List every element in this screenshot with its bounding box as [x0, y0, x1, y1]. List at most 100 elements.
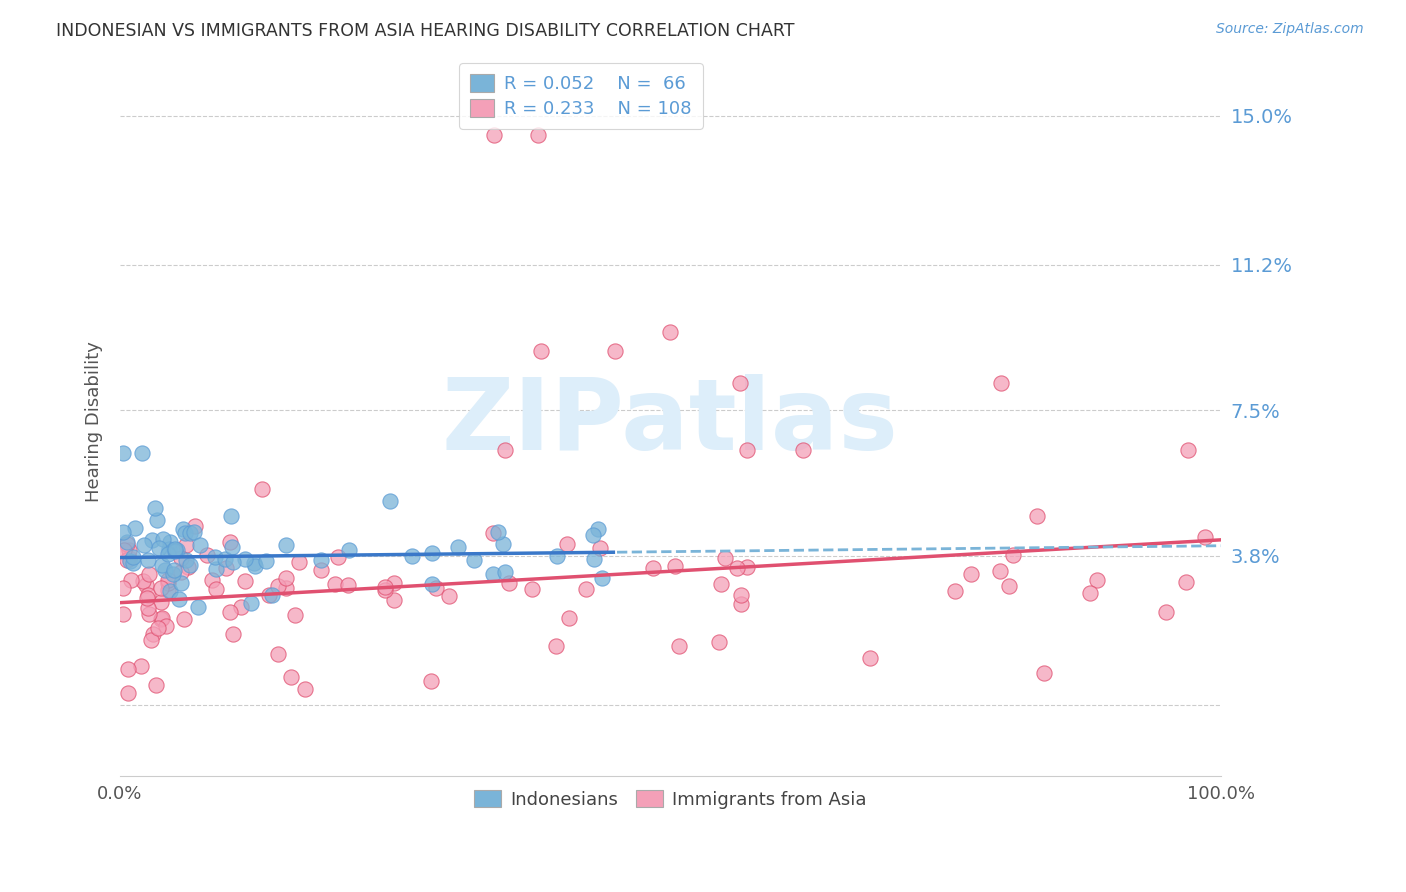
Point [150, 558, 173, 572]
Point [142, 627, 165, 641]
Point [280, 670, 302, 684]
Point [374, 583, 396, 598]
Point [309, 553, 332, 567]
Point [124, 521, 146, 535]
Point [420, 546, 443, 560]
Point [145, 513, 167, 527]
Point [155, 619, 177, 633]
Point [1085, 573, 1108, 587]
Point [150, 611, 173, 625]
Point [152, 532, 174, 546]
Point [337, 542, 360, 557]
Point [730, 597, 752, 611]
Point [219, 535, 242, 549]
Point [990, 376, 1012, 390]
Point [529, 344, 551, 359]
Legend: Indonesians, Immigrants from Asia: Indonesians, Immigrants from Asia [467, 782, 875, 816]
Point [118, 554, 141, 568]
Point [309, 563, 332, 577]
Point [121, 556, 143, 570]
Point [136, 588, 159, 602]
Point [998, 579, 1021, 593]
Point [112, 446, 135, 460]
Point [179, 558, 201, 572]
Point [463, 553, 485, 567]
Point [575, 582, 598, 596]
Point [157, 573, 180, 587]
Point [188, 538, 211, 552]
Point [115, 553, 138, 567]
Point [134, 538, 156, 552]
Point [482, 567, 505, 582]
Point [118, 550, 141, 565]
Point [859, 650, 882, 665]
Point [276, 581, 298, 595]
Point [117, 537, 139, 551]
Point [173, 526, 195, 541]
Point [174, 553, 197, 567]
Point [254, 554, 277, 568]
Point [245, 559, 267, 574]
Point [243, 556, 266, 570]
Point [710, 577, 733, 591]
Point [131, 574, 153, 589]
Point [527, 128, 550, 143]
Point [159, 542, 181, 557]
Point [204, 550, 226, 565]
Point [195, 548, 218, 562]
Point [145, 678, 167, 692]
Point [121, 549, 143, 564]
Point [157, 547, 180, 561]
Point [172, 522, 194, 536]
Point [735, 560, 758, 574]
Point [494, 442, 516, 457]
Point [112, 581, 135, 595]
Point [284, 607, 307, 622]
Point [138, 567, 160, 582]
Point [129, 658, 152, 673]
Point [266, 647, 288, 661]
Point [159, 583, 181, 598]
Point [162, 567, 184, 582]
Point [425, 581, 447, 595]
Point [184, 519, 207, 533]
Point [205, 562, 228, 576]
Point [149, 594, 172, 608]
Point [170, 576, 193, 591]
Point [486, 524, 509, 539]
Point [1032, 666, 1054, 681]
Point [492, 537, 515, 551]
Point [378, 493, 401, 508]
Point [163, 563, 186, 577]
Point [373, 580, 395, 594]
Point [131, 446, 153, 460]
Point [200, 573, 222, 587]
Point [219, 605, 242, 619]
Point [605, 344, 627, 359]
Point [988, 565, 1011, 579]
Point [136, 553, 159, 567]
Text: INDONESIAN VS IMMIGRANTS FROM ASIA HEARING DISABILITY CORRELATION CHART: INDONESIAN VS IMMIGRANTS FROM ASIA HEARI… [56, 22, 794, 40]
Point [233, 552, 256, 566]
Y-axis label: Hearing Disability: Hearing Disability [86, 342, 103, 502]
Point [659, 325, 682, 339]
Point [1177, 442, 1199, 457]
Point [668, 639, 690, 653]
Point [437, 590, 460, 604]
Text: ZIPatlas: ZIPatlas [441, 374, 898, 470]
Point [170, 551, 193, 566]
Point [135, 578, 157, 592]
Point [447, 540, 470, 554]
Point [337, 578, 360, 592]
Point [170, 565, 193, 579]
Point [326, 549, 349, 564]
Point [117, 663, 139, 677]
Point [135, 591, 157, 606]
Point [482, 525, 505, 540]
Point [288, 555, 311, 569]
Point [586, 522, 609, 536]
Point [214, 551, 236, 566]
Point [163, 542, 186, 557]
Point [166, 543, 188, 558]
Point [274, 538, 297, 552]
